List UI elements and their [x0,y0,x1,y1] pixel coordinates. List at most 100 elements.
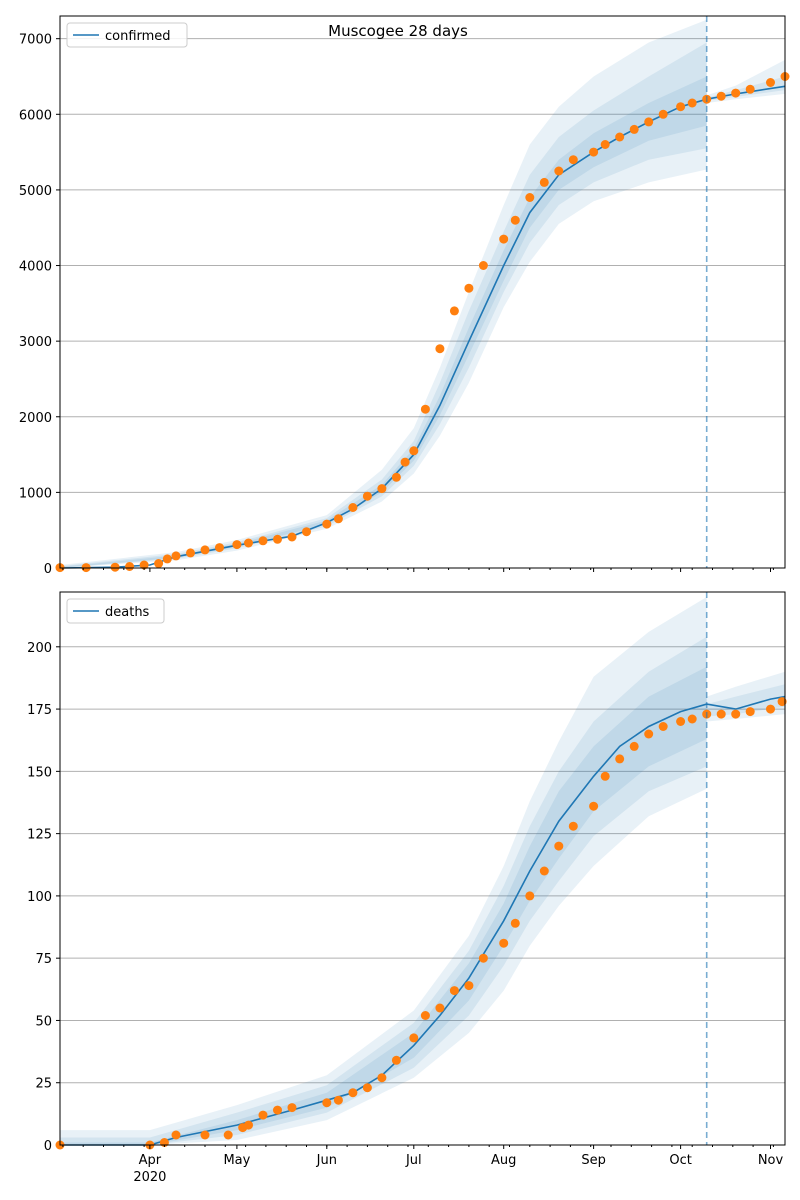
observed-point [171,551,181,561]
observed-point [322,1098,332,1108]
observed-point [766,78,775,87]
observed-point [449,986,459,996]
y-tick-label: 200 [27,641,52,656]
x-tick-year-label: 2020 [133,1170,166,1185]
observed-point [435,1003,445,1013]
observed-point [420,1011,430,1020]
y-tick-label: 0 [44,1139,52,1154]
observed-point [731,709,741,719]
observed-point [658,109,668,119]
observed-point [478,261,488,270]
observed-point [171,1130,181,1140]
observed-point [200,1130,210,1140]
uncertainty-band [60,597,707,1145]
observed-point [464,981,474,991]
observed-point [687,714,697,724]
observed-point [629,124,639,134]
observed-point [499,938,509,948]
observed-point [658,722,668,731]
observed-point [110,562,120,572]
observed-point [777,697,787,707]
observed-point [273,534,282,544]
y-tick-label: 7000 [19,33,52,48]
observed-point [525,193,535,202]
y-tick-label: 50 [35,1014,52,1029]
observed-point [554,166,564,176]
observed-point [232,540,242,550]
observed-point [400,457,410,467]
uncertainty-band [706,671,785,722]
observed-point [615,132,625,142]
observed-point [333,514,343,524]
observed-point [510,918,520,928]
y-tick-label: 75 [35,952,52,967]
observed-point [568,155,578,165]
observed-point [644,117,654,127]
y-tick-label: 6000 [19,108,52,123]
observed-point [139,560,149,570]
observed-point [391,472,401,482]
x-tick-label: Apr [139,1153,162,1168]
observed-point [302,527,311,537]
x-tick-label: Jul [405,1153,422,1168]
observed-point [478,953,488,963]
observed-point [510,215,520,225]
observed-point [348,503,358,512]
observed-point [600,771,610,781]
x-tick-label: Sep [581,1153,606,1168]
observed-point [435,344,445,354]
observed-point [687,98,697,108]
y-tick-label: 25 [35,1077,52,1092]
y-tick-label: 2000 [19,411,52,426]
observed-point [539,177,549,187]
uncertainty-band [60,42,707,568]
y-tick-label: 0 [44,562,52,577]
observed-point [287,532,297,542]
legend-label: confirmed [105,29,171,44]
observed-point [745,707,755,717]
observed-point [644,729,654,739]
uncertainty-band [706,59,785,103]
observed-point [377,484,387,494]
observed-point [333,1095,343,1105]
observed-point [589,147,599,157]
observed-point [125,562,135,571]
legend-label: deaths [105,605,150,620]
axes-frame [59,15,786,569]
observed-point [287,1103,297,1113]
x-tick-label: May [223,1153,250,1168]
observed-point [200,545,210,555]
x-tick-label: Jun [316,1153,337,1168]
observed-point [568,821,578,831]
observed-point [449,306,459,316]
y-tick-label: 100 [27,890,52,905]
legend-box [66,598,165,624]
uncertainty-band [60,76,707,568]
observed-point [464,283,474,293]
observed-point [731,88,741,98]
observed-point [676,717,686,726]
confirmed-panel: 0 1000 2000 3000 4000 5000 6000 7000 confirmed [19,15,790,577]
observed-point [244,1120,253,1130]
x-tick-label: Nov [758,1153,784,1168]
observed-point [716,709,726,719]
observed-point [600,140,610,149]
observed-point [716,91,726,101]
observed-point [525,891,535,901]
observed-point [223,1130,233,1140]
observed-point [258,1110,268,1120]
y-tick-label: 175 [27,703,52,718]
observed-point [348,1088,358,1098]
uncertainty-band [60,666,707,1145]
chart-title: Muscogee 28 days [328,22,468,40]
observed-point [322,519,332,529]
observed-point [258,536,268,546]
observed-point [409,446,419,456]
observed-point [589,801,599,811]
y-tick-label: 1000 [19,486,52,501]
observed-point [162,554,172,564]
observed-point [186,548,195,558]
x-tick-label: Oct [669,1153,691,1168]
observed-point [629,741,639,751]
